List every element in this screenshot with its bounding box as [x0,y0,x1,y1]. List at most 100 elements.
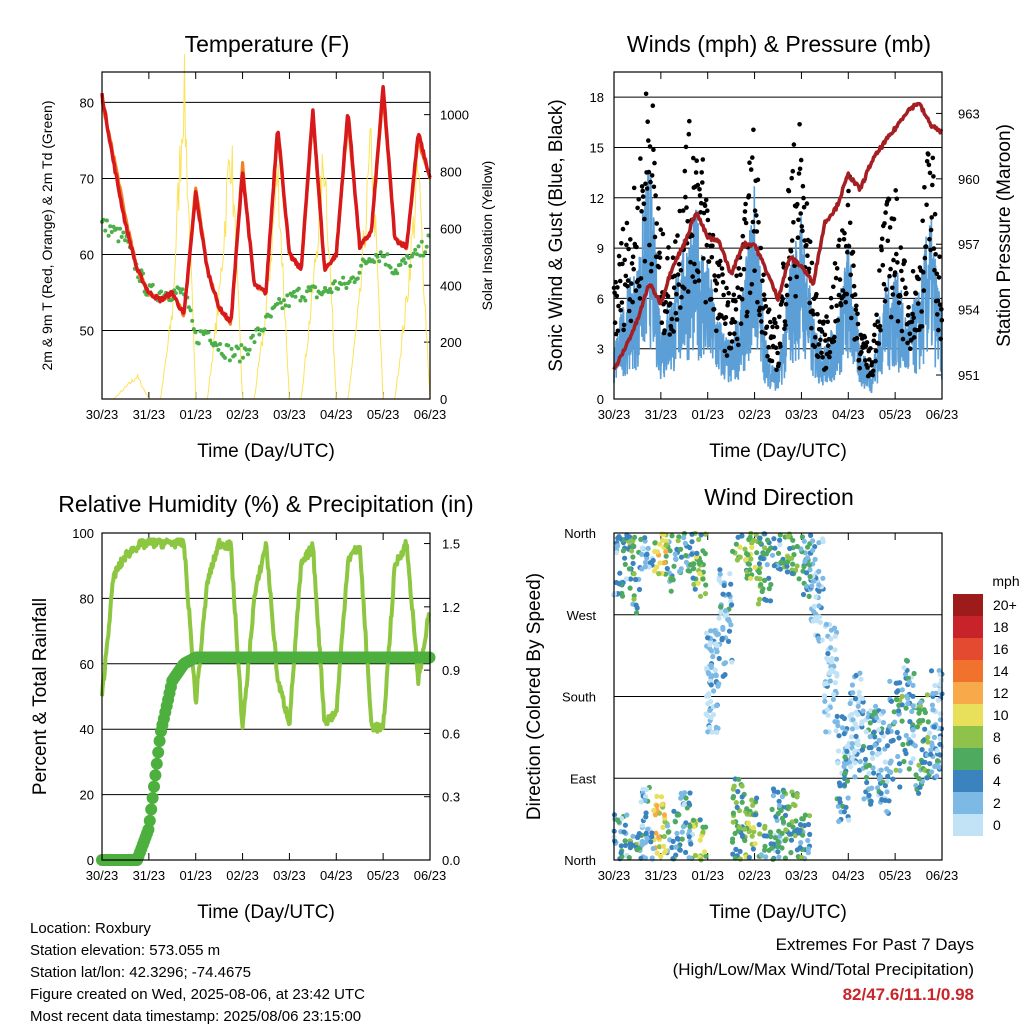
wind-direction-point [762,531,768,537]
dewpoint-point [342,281,347,286]
gust-point [725,300,731,305]
dewpoint-point [413,247,418,252]
wind-direction-point [874,715,880,721]
wind-direction-point [837,796,843,802]
wind-direction-point [739,833,746,840]
wind-direction-point [824,707,831,713]
wind-direction-point [730,795,736,801]
gust-point [628,318,634,324]
gust-point [638,276,644,281]
wind-direction-point [828,627,835,633]
wind-direction-point [866,745,872,751]
y-tick-label: 80 [80,591,94,606]
wind-direction-point [762,545,768,551]
gust-point [876,341,882,346]
gust-point [929,215,934,220]
wind-direction-point [828,658,834,664]
gust-point [762,297,767,302]
wind-direction-point [866,770,872,777]
wind-direction-point [903,705,909,711]
chart-title: Winds (mph) & Pressure (mb) [627,31,931,57]
wind-direction-point [642,564,648,570]
gust-point [784,292,790,298]
wind-direction-point [775,849,781,855]
y2-tick-label: 0 [440,392,447,407]
wind-direction-point [805,837,811,844]
wind-direction-point [664,565,670,572]
wind-direction-point [721,582,727,589]
gust-point [847,220,853,226]
wind-direction-point [811,603,817,610]
dewpoint-point [372,260,377,264]
gust-point [819,329,825,334]
precip-point [145,803,158,816]
wind-direction-point [732,830,738,837]
wind-direction-point [758,852,764,858]
speed-legend: mph 20+ 18 16 14 12 10 8 6 4 2 0 [953,573,1020,836]
gust-point [648,179,653,185]
gust-point [754,213,759,218]
wind-direction-point [867,720,873,726]
wind-direction-point [658,853,664,860]
wind-direction-point [626,855,632,861]
wind-direction-point [733,846,739,853]
gust-point [873,358,878,364]
gust-point [859,349,864,355]
wind-direction-point [848,764,854,770]
wind-direction-point [687,828,693,834]
wind-direction-point [622,555,628,561]
wind-direction-point [726,628,733,634]
gust-point [667,301,673,306]
gust-point [837,237,842,243]
gust-point [809,325,814,331]
wind-direction-point [903,732,909,739]
wind-direction-point [907,739,914,746]
wind-direction-point [885,729,891,735]
dewpoint-point [244,347,249,352]
wind-direction-point [931,734,938,741]
gust-point [865,365,870,370]
wind-direction-point [736,824,743,830]
wind-direction-point [768,834,774,840]
wind-direction-point [813,594,819,600]
wind-direction-point [791,552,797,558]
gust-point [784,283,789,289]
wind-direction-point [849,755,855,762]
wind-direction-point [866,762,873,768]
wind-direction-point [710,654,716,660]
gust-point [732,319,738,325]
dewpoint-point [385,252,390,257]
gust-point [850,249,856,255]
dewpoint-point [190,318,195,323]
gust-point [817,319,823,325]
wind-direction-point [731,783,737,789]
gust-point [804,201,810,206]
wind-direction-point [763,854,769,860]
wind-direction-point [929,769,935,775]
gust-point [674,291,679,297]
gust-point [879,236,885,242]
x-tick-label: 03/23 [785,407,818,422]
gust-point [810,308,815,314]
wind-direction-point [618,843,624,849]
wind-direction-point [804,583,810,589]
gust-point [843,299,848,305]
gust-point [842,230,847,236]
gust-point [827,354,832,360]
gust-point [765,353,770,359]
dewpoint-point [257,332,262,337]
legend-swatch [953,704,983,726]
wind-direction-point [775,844,781,850]
wind-direction-point [642,839,649,846]
wind-direction-point [701,849,708,855]
wind-direction-point [852,774,858,780]
wind-direction-point [706,693,712,699]
gust-point [614,293,620,299]
wind-direction-point [703,711,709,717]
wind-direction-point [871,729,877,735]
wind-direction-point [771,536,777,542]
wind-direction-point [776,854,782,860]
wind-direction-point [772,835,779,841]
wind-direction-point [615,543,621,549]
wind-direction-point [841,809,848,815]
